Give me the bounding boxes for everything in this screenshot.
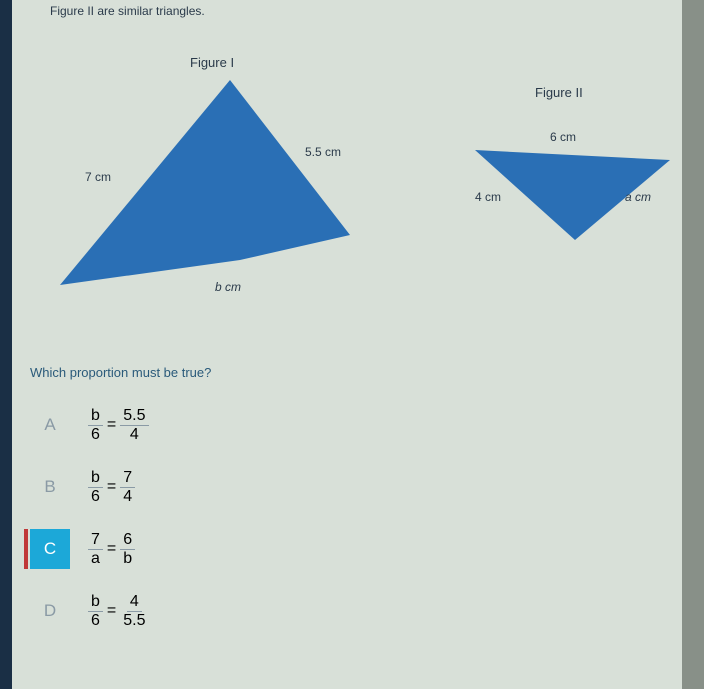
equals: = xyxy=(107,540,116,558)
option-letter: D xyxy=(30,591,70,631)
option-c[interactable]: C 7a = 6b xyxy=(30,529,230,569)
left-edge-strip xyxy=(0,0,12,689)
header-text: Figure II are similar triangles. xyxy=(50,4,205,18)
option-letter: C xyxy=(30,529,70,569)
equals: = xyxy=(107,416,116,434)
option-b[interactable]: B b6 = 74 xyxy=(30,467,230,507)
figure2-right-label: a cm xyxy=(625,190,651,204)
option-fraction: b6 = 45.5 xyxy=(88,593,149,630)
figure1-left-label: 7 cm xyxy=(85,170,111,184)
options-list: A b6 = 5.54 B b6 = 74 C 7a = 6b D b6 = 4… xyxy=(30,405,230,653)
figure2-top-label: 6 cm xyxy=(550,130,576,144)
equals: = xyxy=(107,602,116,620)
option-fraction: b6 = 74 xyxy=(88,469,135,506)
option-letter: B xyxy=(30,467,70,507)
figure1-right-label: 5.5 cm xyxy=(305,145,341,159)
figures-svg xyxy=(30,55,690,315)
figure1-title: Figure I xyxy=(190,55,234,70)
figures-area: Figure I 7 cm 5.5 cm b cm Figure II 6 cm… xyxy=(30,55,670,305)
figure2-title: Figure II xyxy=(535,85,583,100)
figure1-bottom-label: b cm xyxy=(215,280,241,294)
option-d[interactable]: D b6 = 45.5 xyxy=(30,591,230,631)
question-text: Which proportion must be true? xyxy=(30,365,211,380)
equals: = xyxy=(107,478,116,496)
option-fraction: b6 = 5.54 xyxy=(88,407,149,444)
option-fraction: 7a = 6b xyxy=(88,531,135,568)
figure2-left-label: 4 cm xyxy=(475,190,501,204)
option-letter: A xyxy=(30,405,70,445)
option-a[interactable]: A b6 = 5.54 xyxy=(30,405,230,445)
